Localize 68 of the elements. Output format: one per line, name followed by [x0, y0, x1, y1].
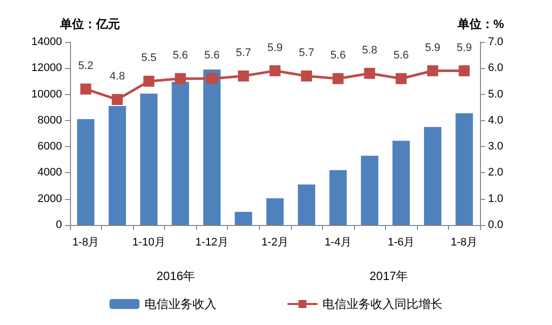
- data-label: 5.9: [267, 42, 283, 54]
- bar: [424, 126, 442, 225]
- y-tick-label: 2000: [38, 192, 62, 205]
- data-label: 5.6: [394, 50, 409, 62]
- y-tick-label: 8000: [38, 114, 62, 126]
- legend-label: 电信业务收入: [144, 297, 216, 311]
- data-label: 5.2: [78, 60, 94, 72]
- bar: [392, 140, 410, 225]
- point: [238, 70, 249, 82]
- y2-tick-label: 3.0: [488, 140, 504, 153]
- bar: [456, 113, 473, 225]
- bar: [77, 119, 94, 225]
- text: 2017年: [370, 269, 408, 283]
- y2-tick-label: 6.0: [488, 62, 504, 74]
- point: [270, 65, 280, 76]
- y-tick-label: 4000: [38, 166, 62, 179]
- x-tick-label: 1-12月: [195, 236, 228, 248]
- point: [396, 73, 407, 84]
- y-tick-label: 6000: [38, 140, 62, 153]
- data-label: 5.9: [456, 42, 472, 54]
- bar: [108, 106, 126, 225]
- data-label: 5.6: [330, 50, 346, 62]
- point: [332, 73, 344, 84]
- y-axis-title: 单位：亿元: [59, 17, 120, 31]
- y-tick-label: 12000: [31, 62, 62, 74]
- point: [206, 73, 218, 84]
- y-tick-label: 0: [56, 219, 62, 231]
- point: [364, 68, 376, 79]
- bar: [140, 94, 158, 225]
- point: [112, 94, 123, 106]
- data-label: 5.5: [141, 52, 156, 64]
- legend-label: 电信业务收入同比增长: [322, 297, 442, 311]
- x-tick-label: 1-8月: [450, 236, 478, 248]
- bar: [298, 184, 316, 225]
- point: [458, 65, 470, 76]
- y2-tick-label: 7.0: [488, 36, 504, 48]
- point: [143, 76, 154, 87]
- y2-tick-label: 4.0: [488, 114, 504, 126]
- data-label: 5.6: [204, 50, 220, 62]
- bar: [203, 69, 221, 225]
- bar: [329, 170, 347, 225]
- x-tick-label: 1-8月: [72, 236, 100, 248]
- x-tick-label: 1-2月: [262, 236, 288, 248]
- bar: [172, 82, 190, 225]
- x-tick-label: 1-4月: [324, 236, 352, 248]
- data-label: 5.9: [425, 42, 440, 54]
- point: [174, 73, 186, 84]
- point: [427, 65, 438, 76]
- y2-tick-label: 1.0: [488, 192, 504, 205]
- data-label: 5.7: [236, 46, 252, 59]
- bar: [266, 198, 284, 225]
- y2-tick-label: 2.0: [488, 166, 504, 179]
- y-tick-label: 10000: [31, 88, 62, 100]
- text: 2016年: [156, 269, 196, 283]
- y2-tick-label: 0.0: [488, 219, 504, 231]
- point: [80, 84, 92, 95]
- bar: [360, 156, 378, 225]
- data-label: 4.8: [110, 70, 125, 83]
- data-label: 5.6: [172, 50, 188, 62]
- bar: [234, 212, 252, 225]
- x-tick-label: 1-10月: [132, 236, 166, 248]
- y2-axis-title: 单位：%: [456, 17, 504, 31]
- data-label: 5.7: [298, 46, 314, 59]
- point: [301, 70, 312, 82]
- x-tick-label: 1-6月: [388, 236, 415, 248]
- y2-tick-label: 5.0: [488, 88, 504, 100]
- y-tick-label: 14000: [31, 36, 62, 48]
- data-label: 5.8: [362, 44, 378, 56]
